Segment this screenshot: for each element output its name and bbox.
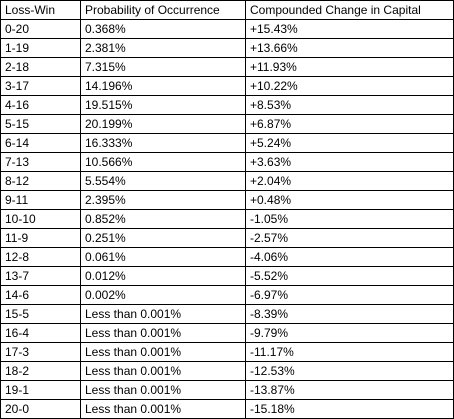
table-cell: +11.93% [245,57,454,77]
table-row: 8-12 5.554% +2.04% [0,171,454,191]
table-row: 9-11 2.395% +0.48% [0,190,454,210]
table-row: 14-6 0.002% -6.97% [0,285,454,305]
table-cell: 2.395% [80,190,246,210]
table-cell: +0.48% [245,190,454,210]
table-cell: -2.57% [245,228,454,248]
table-cell: -11.17% [245,342,454,362]
table-cell: +10.22% [245,76,454,96]
table-cell: 0.002% [80,285,246,305]
table-cell: 6-14 [0,133,81,153]
table-row: 5-15 20.199% +6.87% [0,114,454,134]
table-cell: -5.52% [245,266,454,286]
table-cell: 20-0 [0,399,81,419]
table-cell: 10-10 [0,209,81,229]
table-row: 4-16 19.515% +8.53% [0,95,454,115]
table-row: 18-2 Less than 0.001% -12.53% [0,361,454,381]
table-row: 0-20 0.368% +15.43% [0,19,454,39]
table-cell: 13-7 [0,266,81,286]
table-cell: 7.315% [80,57,246,77]
table-row: 19-1 Less than 0.001% -13.87% [0,380,454,400]
table-cell: 14.196% [80,76,246,96]
table-cell: 0-20 [0,19,81,39]
table-cell: 18-2 [0,361,81,381]
table-cell: 15-5 [0,304,81,324]
table-cell: 5.554% [80,171,246,191]
table-cell: 11-9 [0,228,81,248]
table-cell: Less than 0.001% [80,380,246,400]
table-cell: Less than 0.001% [80,304,246,324]
table-cell: 3-17 [0,76,81,96]
header-cell: Compounded Change in Capital [245,0,454,20]
table-row: 20-0 Less than 0.001% -15.18% [0,399,454,419]
table-row: 13-7 0.012% -5.52% [0,266,454,286]
table-row: 16-4 Less than 0.001% -9.79% [0,323,454,343]
table-cell: +2.04% [245,171,454,191]
table-row: 11-9 0.251% -2.57% [0,228,454,248]
header-row: Loss-Win Probability of Occurrence Compoun… [0,0,454,20]
table-row: 10-10 0.852% -1.05% [0,209,454,229]
table-cell: 19-1 [0,380,81,400]
table-cell: 0.061% [80,247,246,267]
table-cell: +8.53% [245,95,454,115]
table-cell: 14-6 [0,285,81,305]
table-cell: 16.333% [80,133,246,153]
table-cell: 5-15 [0,114,81,134]
table-cell: +13.66% [245,38,454,58]
table-cell: 0.852% [80,209,246,229]
table-cell: 2.381% [80,38,246,58]
table-row: 1-19 2.381% +13.66% [0,38,454,58]
table-cell: 0.368% [80,19,246,39]
table-cell: +5.24% [245,133,454,153]
table-cell: -13.87% [245,380,454,400]
table-cell: -8.39% [245,304,454,324]
table-cell: Less than 0.001% [80,361,246,381]
table-row: 6-14 16.333% +5.24% [0,133,454,153]
table-cell: -15.18% [245,399,454,419]
table-cell: 10.566% [80,152,246,172]
table-cell: 8-12 [0,171,81,191]
table-cell: 16-4 [0,323,81,343]
table-cell: +3.63% [245,152,454,172]
table-cell: -1.05% [245,209,454,229]
table-cell: 7-13 [0,152,81,172]
table-row: 3-17 14.196% +10.22% [0,76,454,96]
table-row: 7-13 10.566% +3.63% [0,152,454,172]
table-cell: 4-16 [0,95,81,115]
table-cell: -6.97% [245,285,454,305]
header-cell: Probability of Occurrence [80,0,246,20]
table-row: 2-18 7.315% +11.93% [0,57,454,77]
table-cell: +15.43% [245,19,454,39]
table-cell: 19.515% [80,95,246,115]
table-cell: 12-8 [0,247,81,267]
table-cell: -12.53% [245,361,454,381]
table-row: 12-8 0.061% -4.06% [0,247,454,267]
table-cell: 17-3 [0,342,81,362]
table-cell: -4.06% [245,247,454,267]
table-cell: 2-18 [0,57,81,77]
table-cell: Less than 0.001% [80,323,246,343]
table-cell: 0.251% [80,228,246,248]
table-row: 17-3 Less than 0.001% -11.17% [0,342,454,362]
table-cell: 1-19 [0,38,81,58]
table-cell: +6.87% [245,114,454,134]
table-row: 15-5 Less than 0.001% -8.39% [0,304,454,324]
table-cell: 20.199% [80,114,246,134]
table-cell: Less than 0.001% [80,342,246,362]
table-cell: -9.79% [245,323,454,343]
table-cell: Less than 0.001% [80,399,246,419]
table-cell: 0.012% [80,266,246,286]
table-cell: 9-11 [0,190,81,210]
header-cell: Loss-Win [0,0,81,20]
